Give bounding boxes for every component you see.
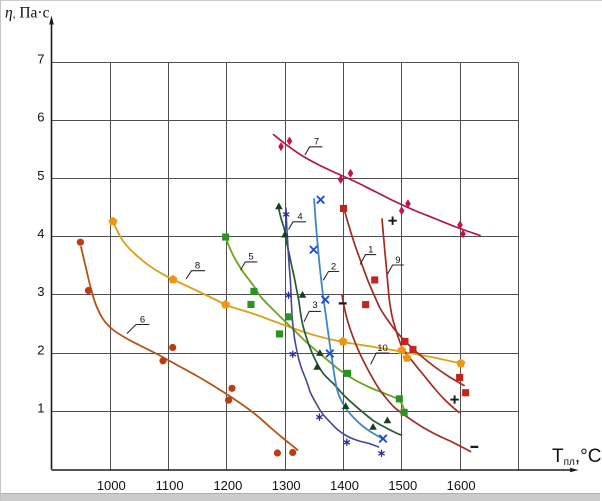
svg-text:1400: 1400 [330,478,359,493]
svg-text:9: 9 [395,255,400,266]
svg-text:4: 4 [297,212,302,223]
svg-text:η, Па·с: η, Па·с [5,5,50,22]
svg-text:7: 7 [37,51,44,66]
svg-text:4: 4 [37,226,44,241]
svg-text:1: 1 [37,401,44,416]
svg-text:1: 1 [368,244,373,255]
svg-text:6: 6 [140,315,145,326]
svg-text:2: 2 [37,342,44,357]
svg-text:1200: 1200 [213,478,242,493]
svg-text:10: 10 [377,343,388,354]
svg-text:Тпл,°С: Тпл,°С [552,446,601,468]
svg-text:2: 2 [331,261,336,272]
svg-text:1600: 1600 [447,478,476,493]
svg-text:5: 5 [37,168,44,183]
svg-text:3: 3 [37,284,44,299]
svg-text:1300: 1300 [272,478,301,493]
svg-text:5: 5 [248,252,253,263]
svg-text:1500: 1500 [388,478,417,493]
svg-text:3: 3 [312,300,317,311]
svg-text:6: 6 [37,110,44,125]
svg-text:1100: 1100 [156,478,184,493]
svg-text:1000: 1000 [97,478,126,493]
svg-text:7: 7 [314,137,319,148]
svg-text:8: 8 [195,261,200,272]
